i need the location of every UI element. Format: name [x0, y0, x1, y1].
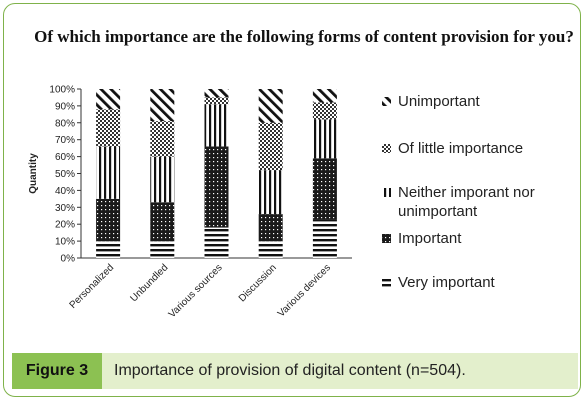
- bar-segment: [204, 89, 229, 98]
- bar-segment: [150, 89, 175, 122]
- bar-segment: [312, 119, 337, 159]
- y-tick-label: 30%: [55, 203, 75, 214]
- x-category-label: Unbundled: [128, 262, 170, 304]
- y-tick-label: 60%: [55, 152, 75, 163]
- legend-swatch: [382, 144, 391, 153]
- legend-label: Important: [398, 230, 462, 247]
- legend-label: Unimportant: [398, 93, 481, 110]
- bar-segment: [204, 104, 229, 147]
- bar-segment: [258, 89, 283, 123]
- bar-segment: [96, 109, 121, 147]
- legend-label: Very important: [398, 274, 496, 291]
- y-tick-label: 0%: [61, 254, 76, 265]
- caption-label: Figure 3: [12, 353, 102, 389]
- legend-swatch: [382, 188, 391, 197]
- y-tick-label: 40%: [55, 186, 75, 197]
- x-category-label: Discussion: [237, 262, 279, 304]
- stacked-bar-chart: 0% 10% 20% 30% 40% 50% 60% 70% 80% 90% 100% Quantit…: [28, 85, 535, 321]
- bar-segment: [204, 97, 229, 105]
- bars-layer: [96, 89, 337, 258]
- y-tick-label: 80%: [55, 118, 75, 129]
- bar-segment: [150, 202, 175, 242]
- legend-label: Of little importance: [398, 140, 523, 157]
- y-tick-label: 100%: [49, 85, 75, 96]
- legend: Unimportant Of little importance Neither i…: [382, 93, 535, 291]
- y-tick-label: 10%: [55, 237, 75, 248]
- legend-swatch: [382, 234, 391, 243]
- bar-segment: [150, 241, 175, 258]
- bar-segment: [312, 219, 337, 258]
- legend-label: Neither imporant nor unimportant: [398, 184, 535, 220]
- bar-segment: [312, 158, 337, 220]
- bar-segment: [96, 146, 121, 199]
- chart-title: Of which importance are the following fo…: [34, 27, 574, 46]
- figure-frame: Of which importance are the following fo…: [3, 3, 581, 397]
- bar-segment: [258, 214, 283, 242]
- y-tick-label: 50%: [55, 169, 75, 180]
- bar-segment: [96, 89, 121, 110]
- legend-swatch: [382, 278, 391, 287]
- bar-segment: [150, 121, 175, 157]
- bar-segment: [204, 227, 229, 258]
- bar-segment: [312, 102, 337, 120]
- bar-segment: [258, 122, 283, 171]
- legend-swatch: [382, 97, 391, 106]
- bar-segment: [96, 241, 121, 258]
- bar-segment: [312, 89, 337, 103]
- y-tick-label: 90%: [55, 101, 75, 112]
- bar-segment: [258, 170, 283, 215]
- bar-segment: [204, 146, 229, 228]
- y-tick-label: 20%: [55, 220, 75, 231]
- bar-segment: [96, 198, 121, 242]
- x-category-label: Various sources: [167, 262, 225, 320]
- y-tick-label: 70%: [55, 135, 75, 146]
- labels-layer: 0% 10% 20% 30% 40% 50% 60% 70% 80% 90% 100% Quantit…: [28, 85, 333, 321]
- caption-text: Importance of provision of digital conte…: [114, 362, 466, 379]
- bar-segment: [258, 241, 283, 258]
- x-category-label: Personalized: [68, 262, 117, 311]
- x-category-label: Various devices: [276, 262, 333, 319]
- figure-caption: Figure 3 Importance of provision of digi…: [12, 353, 578, 389]
- y-axis-title: Quantity: [28, 153, 39, 194]
- bar-segment: [150, 156, 175, 203]
